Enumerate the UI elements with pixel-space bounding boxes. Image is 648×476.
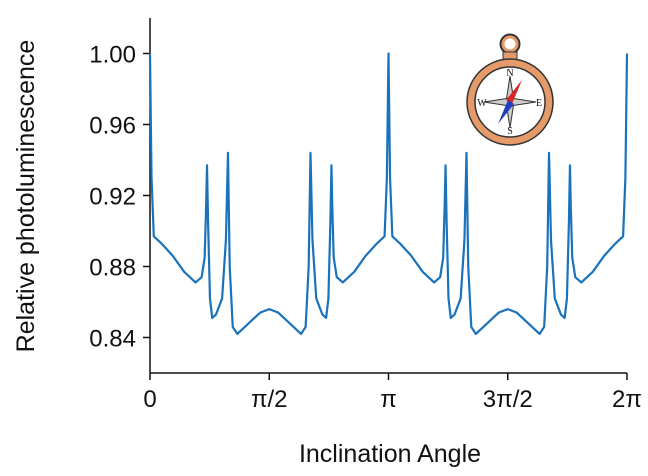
x-tick-label: 3π/2 (483, 386, 533, 413)
y-tick-label: 0.92 (89, 184, 136, 211)
y-tick-label: 0.96 (89, 113, 136, 140)
y-tick-label: 0.84 (89, 326, 136, 353)
x-tick-label: 0 (143, 386, 156, 413)
data-line (148, 52, 629, 336)
compass-label: S (507, 126, 513, 137)
x-axis-label: Inclination Angle (299, 440, 481, 468)
compass-label: W (477, 98, 487, 109)
compass-label: N (506, 68, 513, 79)
x-tick-label: π/2 (251, 386, 288, 413)
x-tick-label: π (380, 386, 397, 413)
y-tick-label: 1.00 (89, 42, 136, 69)
compass-icon: N E S W (466, 33, 554, 146)
compass-label: E (536, 98, 542, 109)
y-axis-label: Relative photoluminescence (12, 40, 40, 353)
y-tick-label: 0.88 (89, 255, 136, 282)
x-tick-label: 2π (612, 386, 642, 413)
